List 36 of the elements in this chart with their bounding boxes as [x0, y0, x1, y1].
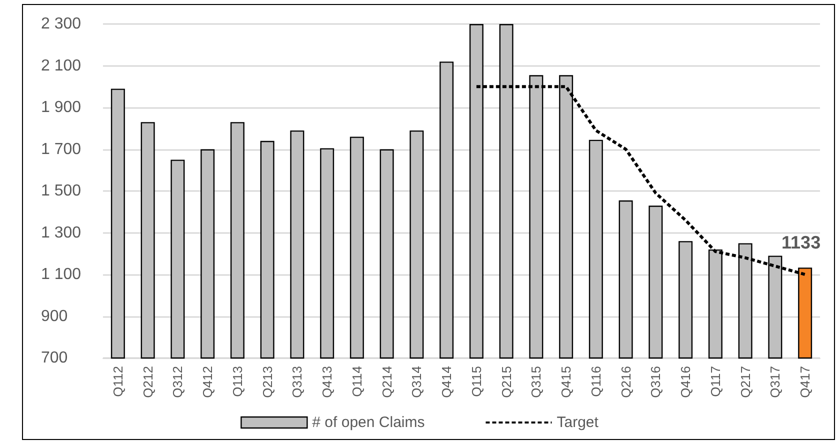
x-tick-label: Q214: [379, 366, 394, 398]
x-tick-label: Q417: [798, 366, 813, 398]
x-tick-label: Q213: [260, 366, 275, 398]
x-tick-label: Q114: [349, 366, 364, 397]
legend-label: Target: [556, 414, 600, 431]
y-tick-label: 1 900: [41, 99, 82, 116]
x-tick-label: Q217: [738, 366, 753, 398]
x-tick-label: Q414: [439, 366, 454, 398]
y-tick-label: 2 100: [41, 57, 82, 74]
x-tick-label: Q115: [468, 366, 484, 397]
x-tick-label: Q117: [708, 366, 723, 397]
y-tick-label: 900: [41, 308, 68, 325]
x-tick-label: Q412: [200, 366, 216, 398]
x-tick-label: Q215: [498, 366, 514, 398]
x-tick-label: Q212: [140, 366, 156, 398]
x-tick-label: Q316: [648, 366, 664, 398]
y-tick-label: 2 300: [41, 16, 82, 32]
x-tick-label: Q112: [110, 366, 126, 397]
x-tick-label: Q313: [290, 366, 305, 398]
y-tick-label: 1 100: [41, 266, 82, 283]
x-tick-label: Q317: [768, 366, 783, 398]
y-tick-label: 1 500: [41, 182, 82, 200]
data-label: 1133: [782, 232, 821, 253]
x-tick-label: Q415: [558, 366, 574, 398]
x-tick-label: Q413: [320, 366, 335, 398]
x-tick-label: Q312: [170, 366, 186, 398]
y-tick-label: 1 300: [41, 224, 82, 242]
x-tick-label: Q216: [618, 366, 634, 398]
y-tick-label: 700: [41, 350, 68, 366]
x-tick-label: Q315: [528, 366, 544, 398]
x-tick-label: Q116: [588, 366, 604, 397]
x-tick-label: Q416: [678, 366, 694, 398]
x-tick-label: Q314: [409, 366, 424, 398]
x-tick-label: Q113: [230, 366, 245, 397]
y-tick-label: 1 700: [41, 140, 82, 158]
legend-label: # of open Claims: [312, 414, 425, 431]
